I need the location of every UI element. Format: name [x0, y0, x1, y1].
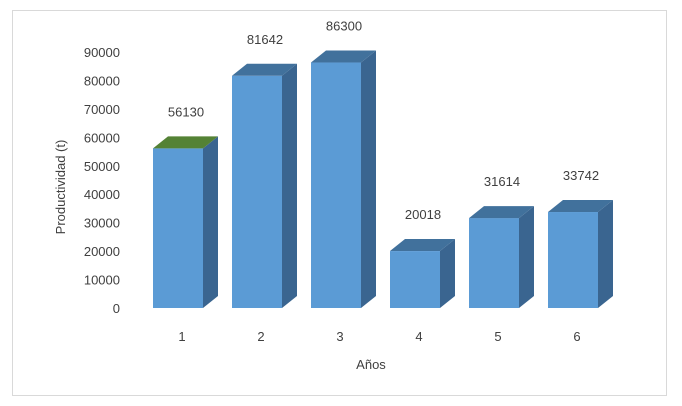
- y-tick-label: 20000: [84, 244, 120, 259]
- x-axis-ticks: 1 2 3 4 5 6: [178, 329, 580, 344]
- x-tick-label: 3: [336, 329, 343, 344]
- data-label: 56130: [168, 104, 204, 119]
- bar-chart: 0 10000 20000 30000 40000 50000 60000 70000 8000…: [53, 19, 613, 372]
- data-label: 81642: [247, 32, 283, 47]
- data-label: 31614: [484, 174, 520, 189]
- y-axis-title: Productividad (t): [53, 140, 68, 235]
- x-axis-title: Años: [356, 357, 386, 372]
- y-tick-label: 30000: [84, 216, 120, 231]
- bars: [153, 50, 613, 309]
- chart-frame: 0 10000 20000 30000 40000 50000 60000 70000 8000…: [12, 10, 667, 396]
- data-label: 33742: [563, 168, 599, 183]
- x-tick-label: 2: [257, 329, 264, 344]
- data-label: 20018: [405, 207, 441, 222]
- y-tick-label: 40000: [84, 187, 120, 202]
- y-tick-label: 50000: [84, 159, 120, 174]
- x-tick-label: 5: [494, 329, 501, 344]
- bar: [390, 239, 455, 308]
- y-tick-label: 90000: [84, 45, 120, 60]
- y-tick-label: 0: [113, 301, 120, 316]
- x-tick-label: 4: [415, 329, 422, 344]
- bar: [469, 206, 534, 308]
- data-label: 86300: [326, 19, 362, 34]
- data-labels: 56130 81642 86300 20018 31614 33742: [168, 19, 599, 223]
- y-tick-label: 80000: [84, 73, 120, 88]
- bar: [311, 50, 376, 308]
- y-tick-label: 10000: [84, 273, 120, 288]
- bar: [232, 63, 297, 309]
- y-tick-label: 70000: [84, 102, 120, 117]
- x-tick-label: 1: [178, 329, 185, 344]
- y-axis-ticks: 0 10000 20000 30000 40000 50000 60000 70000 8000…: [84, 45, 120, 316]
- bar: [548, 200, 613, 308]
- x-tick-label: 6: [573, 329, 580, 344]
- bar: [153, 136, 218, 308]
- y-tick-label: 60000: [84, 130, 120, 145]
